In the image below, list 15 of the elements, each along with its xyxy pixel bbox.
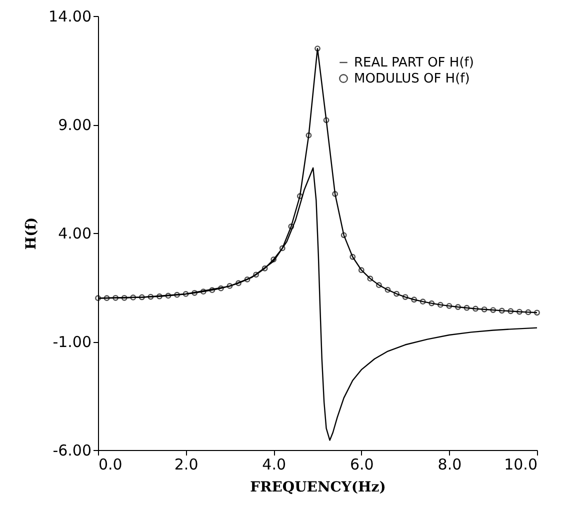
x-tick-label: 4.0 — [262, 456, 286, 474]
x-tick-label: 6.0 — [350, 456, 374, 474]
legend-label: REAL PART OF H(f) — [354, 56, 474, 70]
x-tick-label: 2.0 — [174, 456, 198, 474]
x-tick-label: 10.0 — [504, 456, 538, 474]
legend-label: MODULUS OF H(f) — [354, 72, 470, 86]
y-axis-title: H(f) — [24, 217, 40, 250]
y-tick-label: 9.00 — [58, 116, 92, 134]
x-tick-label: 0.0 — [98, 456, 122, 474]
x-axis-title: FREQUENCY(Hz) — [250, 480, 386, 496]
y-tick-label: 14.00 — [48, 8, 92, 26]
y-tick-label: 4.00 — [58, 224, 92, 242]
y-tick-label: -6.00 — [52, 442, 92, 460]
x-tick-label: 8.0 — [438, 456, 462, 474]
y-tick-label: -1.00 — [52, 333, 92, 351]
